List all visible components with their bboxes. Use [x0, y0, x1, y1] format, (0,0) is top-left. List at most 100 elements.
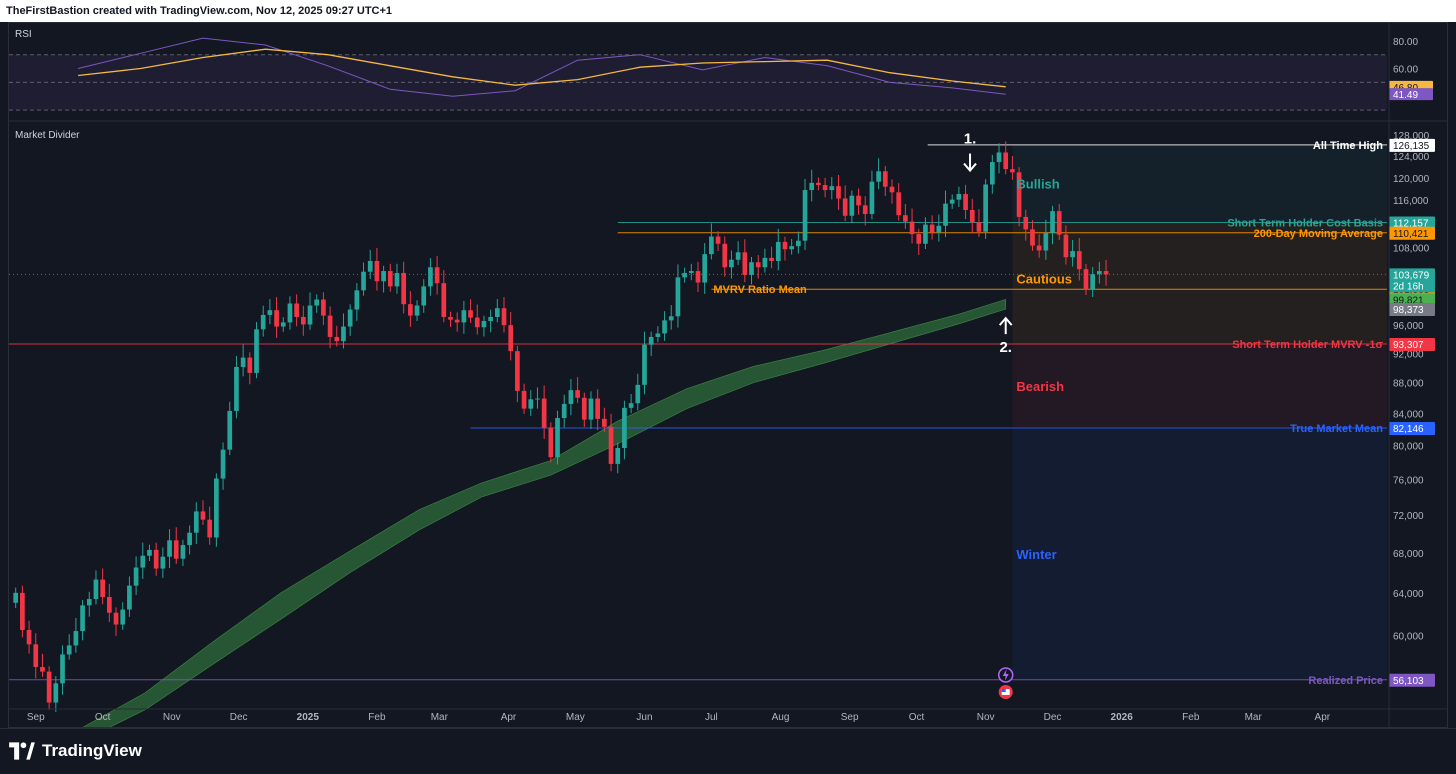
level-label: MVRV Ratio Mean: [713, 284, 807, 296]
candle: [260, 305, 266, 337]
candle-body: [622, 407, 627, 449]
candle-body: [441, 283, 447, 317]
candle: [1016, 167, 1022, 227]
annotation-number: 1.: [964, 131, 977, 148]
price-tag-text: 98,373: [1393, 305, 1424, 316]
candle-body: [414, 305, 420, 316]
candle: [374, 247, 380, 291]
candle-body: [461, 310, 467, 323]
candle-body: [93, 579, 99, 600]
candle-body: [153, 549, 159, 569]
candle: [354, 283, 360, 321]
candle-body: [963, 193, 968, 210]
candle: [394, 263, 400, 294]
candle: [1050, 205, 1055, 245]
candle-body: [1043, 232, 1049, 251]
candle: [789, 238, 794, 255]
event-flag-icon[interactable]: [998, 685, 1013, 699]
candle: [401, 261, 407, 314]
candle-body: [909, 221, 915, 235]
candle: [1090, 266, 1096, 297]
candle: [501, 297, 507, 333]
candle-body: [742, 252, 748, 275]
candle: [822, 177, 828, 198]
candle-body: [749, 262, 754, 275]
candle-body: [381, 271, 386, 282]
time-axis[interactable]: Sep Oct Nov Dec 2025 Feb Mar Apr May Jun Jul Aug Sep…: [27, 712, 1331, 723]
candle-body: [374, 260, 380, 282]
rsi-ma-line: [78, 48, 1006, 88]
candle: [608, 413, 614, 472]
candle-body: [595, 398, 601, 419]
tradingview-logo[interactable]: TradingView: [8, 741, 142, 761]
candle-body: [193, 511, 199, 533]
candle: [909, 208, 915, 244]
candle-body: [608, 426, 614, 464]
candle-body: [642, 344, 647, 385]
candle: [876, 158, 881, 190]
price-tag-text: 99,821: [1393, 295, 1424, 306]
rsi-y-tick: 60.00: [1393, 65, 1418, 76]
candle-body: [889, 186, 895, 193]
candle: [254, 322, 259, 379]
candle: [207, 506, 213, 545]
candle-body: [1003, 152, 1009, 170]
candle-body: [715, 236, 721, 244]
candle-body: [655, 333, 661, 337]
candle-body: [140, 555, 146, 568]
candle: [214, 473, 219, 547]
candle: [648, 331, 654, 357]
price-pane-title: Market Divider: [15, 130, 80, 141]
candle-body: [969, 209, 975, 223]
candle: [300, 305, 306, 336]
candle-body: [688, 271, 694, 273]
time-axis-tick: Oct: [909, 712, 925, 723]
candle-body: [53, 683, 59, 703]
candle: [628, 393, 634, 414]
price-tag: [1389, 303, 1435, 317]
candle: [1070, 239, 1075, 267]
candle-body: [428, 267, 433, 287]
time-axis-tick: 2025: [297, 712, 320, 723]
candle-body: [20, 592, 25, 630]
candle: [46, 666, 52, 710]
candle: [274, 297, 279, 338]
candle-body: [983, 184, 988, 232]
candle-body: [120, 609, 126, 625]
candle: [53, 676, 59, 712]
candle: [428, 258, 433, 296]
candle-body: [60, 654, 65, 684]
candle: [240, 344, 246, 377]
candle-body: [454, 319, 460, 323]
zone-bearish: [1012, 343, 1387, 429]
candle-body: [896, 192, 902, 216]
candle-body: [782, 241, 788, 250]
candle: [555, 410, 560, 465]
candle-body: [682, 272, 687, 278]
event-bolt-icon[interactable]: [997, 667, 1014, 683]
level-label: All Time High: [1313, 140, 1383, 152]
candle: [989, 154, 995, 194]
candle: [474, 304, 480, 335]
candle-body: [307, 305, 313, 325]
candle-body: [943, 203, 948, 226]
candle-body: [1097, 271, 1102, 275]
candle: [167, 529, 172, 569]
candle: [983, 179, 988, 239]
candle: [147, 544, 152, 562]
candle-body: [80, 605, 85, 632]
candle: [896, 183, 902, 221]
candle: [775, 228, 781, 271]
arrow-up-icon: [998, 316, 1013, 335]
candle-body: [234, 367, 239, 411]
candle-body: [515, 351, 520, 391]
candle: [287, 296, 293, 330]
candle-body: [180, 545, 186, 559]
candle: [66, 634, 72, 660]
time-axis-tick: Sep: [27, 712, 45, 723]
level-tag-text: 112,157: [1393, 218, 1429, 229]
candle: [26, 620, 32, 654]
candle-body: [602, 418, 607, 427]
